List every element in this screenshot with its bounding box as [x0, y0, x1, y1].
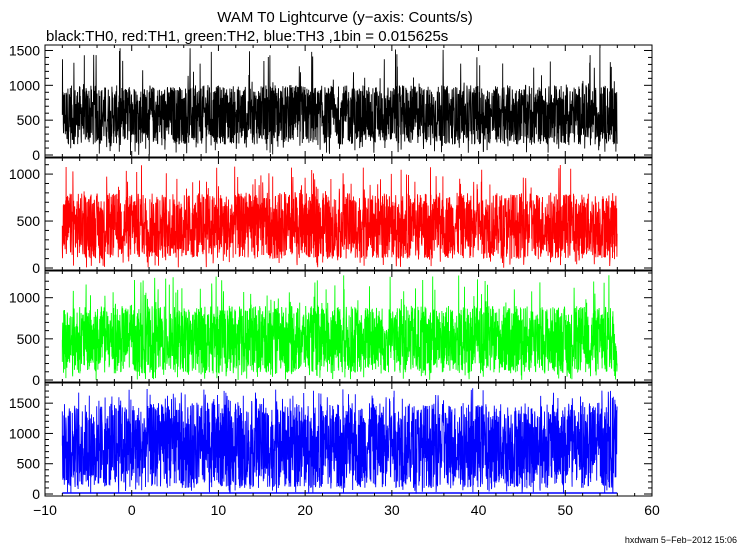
x-tick-label: 50 — [557, 502, 573, 518]
chart-title: WAM T0 Lightcurve (y−axis: Counts/s) — [217, 9, 473, 26]
panel-th3: 0 500 1000 1500 — [9, 382, 653, 502]
panel-th0: 0 500 1000 1500 — [9, 42, 653, 163]
x-tick-label: 30 — [384, 502, 400, 518]
x-tick-label: 0 — [128, 502, 136, 518]
x-axis: −10 0 10 20 30 40 50 60 — [33, 502, 660, 518]
x-tick-label: −10 — [33, 502, 57, 518]
y-tick-label: 1500 — [9, 42, 40, 58]
y-tick-label: 500 — [17, 112, 41, 128]
y-tick-label: 1000 — [9, 166, 40, 182]
panel-th2: 0 500 1000 — [9, 270, 653, 388]
y-tick-label: 500 — [17, 331, 41, 347]
trace-th0 — [61, 47, 618, 156]
y-tick-label: 1000 — [9, 290, 40, 306]
y-tick-label: 1000 — [9, 425, 40, 441]
x-tick-label: 60 — [644, 502, 660, 518]
panels: 0 500 1000 1500 0 500 1000 0 500 1000 0 500 1000 1500 — [9, 42, 653, 502]
y-tick-label: 1500 — [9, 395, 40, 411]
y-tick-label: 0 — [32, 260, 40, 276]
chart-subtitle: black:TH0, red:TH1, green:TH2, blue:TH3 … — [46, 28, 448, 45]
trace-th1 — [61, 164, 618, 268]
y-tick-label: 500 — [17, 213, 41, 229]
panel-frame — [44, 44, 653, 158]
x-tick-label: 40 — [471, 502, 487, 518]
trace-th3 — [61, 388, 618, 494]
y-tick-label: 0 — [32, 486, 40, 502]
panel-th1: 0 500 1000 — [9, 157, 653, 276]
footer-stamp: hxdwam 5−Feb−2012 15:06 — [625, 535, 737, 545]
y-tick-label: 0 — [32, 372, 40, 388]
x-tick-label: 20 — [297, 502, 313, 518]
x-tick-label: 10 — [211, 502, 227, 518]
panel-frame — [44, 157, 653, 271]
panel-frame — [44, 270, 653, 383]
y-tick-label: 500 — [17, 456, 41, 472]
y-tick-label: 1000 — [9, 77, 40, 93]
trace-th2 — [61, 275, 618, 380]
y-tick-label: 0 — [32, 147, 40, 163]
